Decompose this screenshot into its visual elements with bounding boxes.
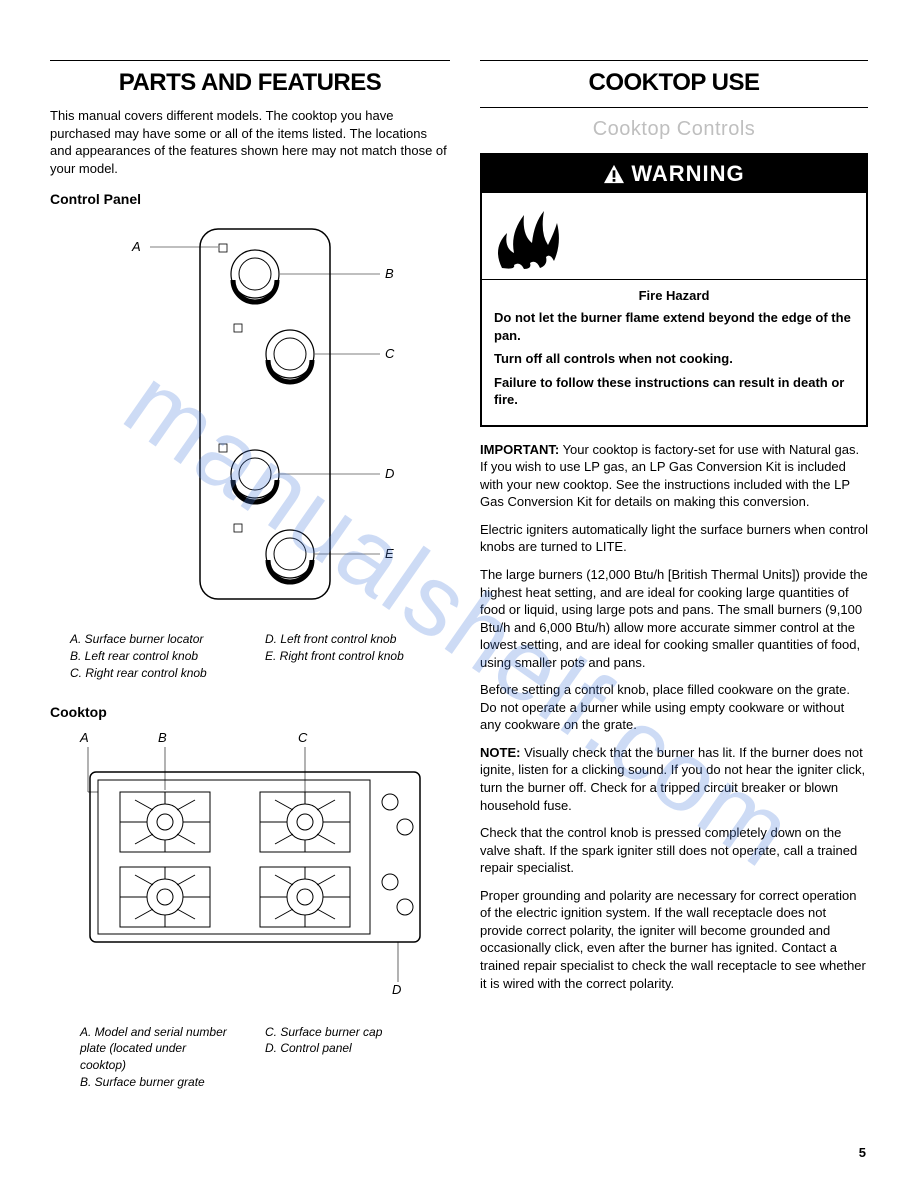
legend-item: E. Right front control knob [265, 648, 430, 665]
right-title: COOKTOP USE [480, 69, 868, 97]
callout-b: B [385, 266, 394, 281]
warning-header: WARNING [482, 155, 866, 193]
cooktop-section-label: Cooktop [50, 704, 450, 720]
control-panel-label: Control Panel [50, 191, 450, 207]
legend-item: C. Right rear control knob [70, 665, 235, 682]
legend-item: A. Model and serial number plate (locate… [80, 1024, 235, 1074]
legend-item: B. Surface burner grate [80, 1074, 235, 1091]
page-number: 5 [859, 1145, 866, 1160]
cooktop-callout-a: A [80, 730, 89, 745]
note-text: Visually check that the burner has lit. … [480, 745, 865, 813]
note-paragraph: NOTE: Visually check that the burner has… [480, 744, 868, 814]
cooktop-diagram: A B C D [50, 732, 450, 1012]
callout-a: A [132, 239, 141, 254]
warning-body: Do not let the burner flame extend beyon… [482, 309, 866, 425]
callout-e: E [385, 546, 394, 561]
legend-item: D. Control panel [265, 1040, 420, 1057]
legend-item: D. Left front control knob [265, 631, 430, 648]
cooktop-legend: A. Model and serial number plate (locate… [50, 1020, 450, 1095]
body-paragraph: Check that the control knob is pressed c… [480, 824, 868, 877]
cooktop-callout-d: D [392, 982, 401, 997]
subtitle: Cooktop Controls [480, 118, 868, 141]
body-paragraph: Electric igniters automatically light th… [480, 521, 868, 556]
callout-d: D [385, 466, 394, 481]
warning-line: Turn off all controls when not cooking. [494, 350, 854, 368]
warning-line: Failure to follow these instructions can… [494, 374, 854, 409]
legend-item: B. Left rear control knob [70, 648, 235, 665]
left-column: PARTS AND FEATURES This manual covers di… [50, 60, 450, 1095]
callout-c: C [385, 346, 394, 361]
left-title: PARTS AND FEATURES [50, 69, 450, 97]
legend-item: C. Surface burner cap [265, 1024, 420, 1041]
legend-item: A. Surface burner locator [70, 631, 235, 648]
important-label: IMPORTANT: [480, 442, 559, 457]
warning-line: Do not let the burner flame extend beyon… [494, 309, 854, 344]
note-label: NOTE: [480, 745, 520, 760]
body-paragraph: Proper grounding and polarity are necess… [480, 887, 868, 992]
rule [480, 107, 868, 108]
important-paragraph: IMPORTANT: Your cooktop is factory-set f… [480, 441, 868, 511]
body-paragraph: The large burners (12,000 Btu/h [British… [480, 566, 868, 671]
rule [50, 60, 450, 61]
intro-text: This manual covers different models. The… [50, 107, 450, 177]
flame-icon [482, 203, 572, 273]
control-panel-diagram: A B C D E [50, 219, 450, 619]
flame-icon-row [482, 193, 866, 280]
rule [480, 60, 868, 61]
cooktop-callout-b: B [158, 730, 167, 745]
warning-label: WARNING [631, 161, 744, 187]
body-paragraph: Before setting a control knob, place fil… [480, 681, 868, 734]
cooktop-callout-c: C [298, 730, 307, 745]
right-column: COOKTOP USE Cooktop Controls WARNING Fir… [480, 60, 868, 1095]
warning-box: WARNING Fire Hazard Do not let the burne… [480, 153, 868, 427]
control-legend: A. Surface burner locator B. Left rear c… [50, 627, 450, 685]
warning-triangle-icon [603, 164, 625, 184]
hazard-title: Fire Hazard [482, 280, 866, 309]
